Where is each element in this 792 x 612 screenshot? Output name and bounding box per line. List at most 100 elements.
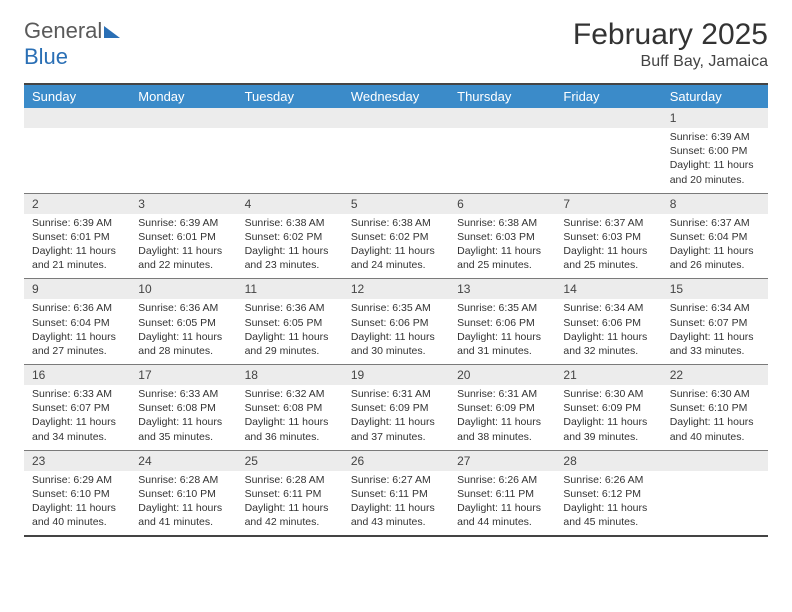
detail-row: Sunrise: 6:36 AMSunset: 6:04 PMDaylight:…: [24, 299, 768, 364]
day-cell: Sunrise: 6:26 AMSunset: 6:12 PMDaylight:…: [555, 471, 661, 536]
day-number: 2: [24, 194, 130, 214]
detail-row: Sunrise: 6:39 AMSunset: 6:00 PMDaylight:…: [24, 128, 768, 193]
day-cell: Sunrise: 6:27 AMSunset: 6:11 PMDaylight:…: [343, 471, 449, 536]
day-cell: Sunrise: 6:32 AMSunset: 6:08 PMDaylight:…: [237, 385, 343, 450]
day-cell: Sunrise: 6:38 AMSunset: 6:02 PMDaylight:…: [343, 214, 449, 279]
calendar-page: General Blue February 2025 Buff Bay, Jam…: [0, 0, 792, 612]
header: General Blue February 2025 Buff Bay, Jam…: [24, 18, 768, 71]
day-cell: Sunrise: 6:36 AMSunset: 6:05 PMDaylight:…: [237, 299, 343, 364]
day-number: [24, 108, 130, 128]
daynum-row: 232425262728: [24, 450, 768, 471]
day-number: 17: [130, 365, 236, 385]
daynum-row: 2345678: [24, 193, 768, 214]
day-number: [449, 108, 555, 128]
day-cell: Sunrise: 6:37 AMSunset: 6:03 PMDaylight:…: [555, 214, 661, 279]
day-number: 24: [130, 451, 236, 471]
day-cell: [24, 128, 130, 193]
weekday-header-cell: Thursday: [449, 85, 555, 108]
day-cell: Sunrise: 6:29 AMSunset: 6:10 PMDaylight:…: [24, 471, 130, 536]
day-cell: Sunrise: 6:28 AMSunset: 6:11 PMDaylight:…: [237, 471, 343, 536]
month-title: February 2025: [573, 18, 768, 51]
logo-text: General Blue: [24, 18, 120, 70]
day-cell: Sunrise: 6:30 AMSunset: 6:09 PMDaylight:…: [555, 385, 661, 450]
day-number: 14: [555, 279, 661, 299]
day-number: 27: [449, 451, 555, 471]
day-cell: Sunrise: 6:28 AMSunset: 6:10 PMDaylight:…: [130, 471, 236, 536]
day-cell: [662, 471, 768, 536]
detail-row: Sunrise: 6:39 AMSunset: 6:01 PMDaylight:…: [24, 214, 768, 279]
day-number: 6: [449, 194, 555, 214]
day-cell: [343, 128, 449, 193]
day-cell: Sunrise: 6:37 AMSunset: 6:04 PMDaylight:…: [662, 214, 768, 279]
logo-triangle-icon: [104, 26, 120, 38]
day-number: 28: [555, 451, 661, 471]
day-cell: [449, 128, 555, 193]
day-number: 23: [24, 451, 130, 471]
day-number: 10: [130, 279, 236, 299]
day-cell: Sunrise: 6:35 AMSunset: 6:06 PMDaylight:…: [343, 299, 449, 364]
location: Buff Bay, Jamaica: [573, 53, 768, 71]
day-cell: [130, 128, 236, 193]
day-cell: Sunrise: 6:31 AMSunset: 6:09 PMDaylight:…: [449, 385, 555, 450]
day-cell: Sunrise: 6:38 AMSunset: 6:03 PMDaylight:…: [449, 214, 555, 279]
day-cell: Sunrise: 6:30 AMSunset: 6:10 PMDaylight:…: [662, 385, 768, 450]
day-number: 13: [449, 279, 555, 299]
day-number: [662, 451, 768, 471]
day-cell: Sunrise: 6:31 AMSunset: 6:09 PMDaylight:…: [343, 385, 449, 450]
day-number: 20: [449, 365, 555, 385]
day-number: 3: [130, 194, 236, 214]
day-number: 18: [237, 365, 343, 385]
day-number: 4: [237, 194, 343, 214]
daynum-row: 16171819202122: [24, 364, 768, 385]
day-number: 9: [24, 279, 130, 299]
day-number: [343, 108, 449, 128]
logo-word-1: General: [24, 18, 102, 43]
day-cell: Sunrise: 6:34 AMSunset: 6:06 PMDaylight:…: [555, 299, 661, 364]
day-cell: Sunrise: 6:39 AMSunset: 6:01 PMDaylight:…: [130, 214, 236, 279]
logo: General Blue: [24, 18, 120, 70]
day-number: [130, 108, 236, 128]
daynum-row: 1: [24, 108, 768, 128]
weekday-header-cell: Sunday: [24, 85, 130, 108]
day-cell: [237, 128, 343, 193]
calendar-grid: SundayMondayTuesdayWednesdayThursdayFrid…: [24, 83, 768, 537]
day-cell: Sunrise: 6:35 AMSunset: 6:06 PMDaylight:…: [449, 299, 555, 364]
day-number: 26: [343, 451, 449, 471]
title-block: February 2025 Buff Bay, Jamaica: [573, 18, 768, 71]
day-cell: Sunrise: 6:33 AMSunset: 6:07 PMDaylight:…: [24, 385, 130, 450]
day-cell: Sunrise: 6:36 AMSunset: 6:05 PMDaylight:…: [130, 299, 236, 364]
day-cell: Sunrise: 6:26 AMSunset: 6:11 PMDaylight:…: [449, 471, 555, 536]
weekday-header-cell: Monday: [130, 85, 236, 108]
day-number: 21: [555, 365, 661, 385]
logo-word-2: Blue: [24, 44, 68, 69]
day-cell: Sunrise: 6:33 AMSunset: 6:08 PMDaylight:…: [130, 385, 236, 450]
day-cell: Sunrise: 6:38 AMSunset: 6:02 PMDaylight:…: [237, 214, 343, 279]
day-cell: [555, 128, 661, 193]
day-number: [555, 108, 661, 128]
day-number: 8: [662, 194, 768, 214]
daynum-row: 9101112131415: [24, 278, 768, 299]
day-cell: Sunrise: 6:39 AMSunset: 6:01 PMDaylight:…: [24, 214, 130, 279]
day-cell: Sunrise: 6:34 AMSunset: 6:07 PMDaylight:…: [662, 299, 768, 364]
weekday-header-cell: Tuesday: [237, 85, 343, 108]
calendar-body: 1Sunrise: 6:39 AMSunset: 6:00 PMDaylight…: [24, 108, 768, 535]
day-number: 5: [343, 194, 449, 214]
day-number: 11: [237, 279, 343, 299]
weekday-header-cell: Saturday: [662, 85, 768, 108]
detail-row: Sunrise: 6:33 AMSunset: 6:07 PMDaylight:…: [24, 385, 768, 450]
day-cell: Sunrise: 6:36 AMSunset: 6:04 PMDaylight:…: [24, 299, 130, 364]
day-number: 1: [662, 108, 768, 128]
weekday-header-cell: Wednesday: [343, 85, 449, 108]
day-number: 12: [343, 279, 449, 299]
weekday-header-cell: Friday: [555, 85, 661, 108]
day-number: 19: [343, 365, 449, 385]
day-number: [237, 108, 343, 128]
day-number: 15: [662, 279, 768, 299]
detail-row: Sunrise: 6:29 AMSunset: 6:10 PMDaylight:…: [24, 471, 768, 536]
day-number: 7: [555, 194, 661, 214]
day-number: 25: [237, 451, 343, 471]
day-number: 22: [662, 365, 768, 385]
day-cell: Sunrise: 6:39 AMSunset: 6:00 PMDaylight:…: [662, 128, 768, 193]
day-number: 16: [24, 365, 130, 385]
weekday-header-row: SundayMondayTuesdayWednesdayThursdayFrid…: [24, 85, 768, 108]
